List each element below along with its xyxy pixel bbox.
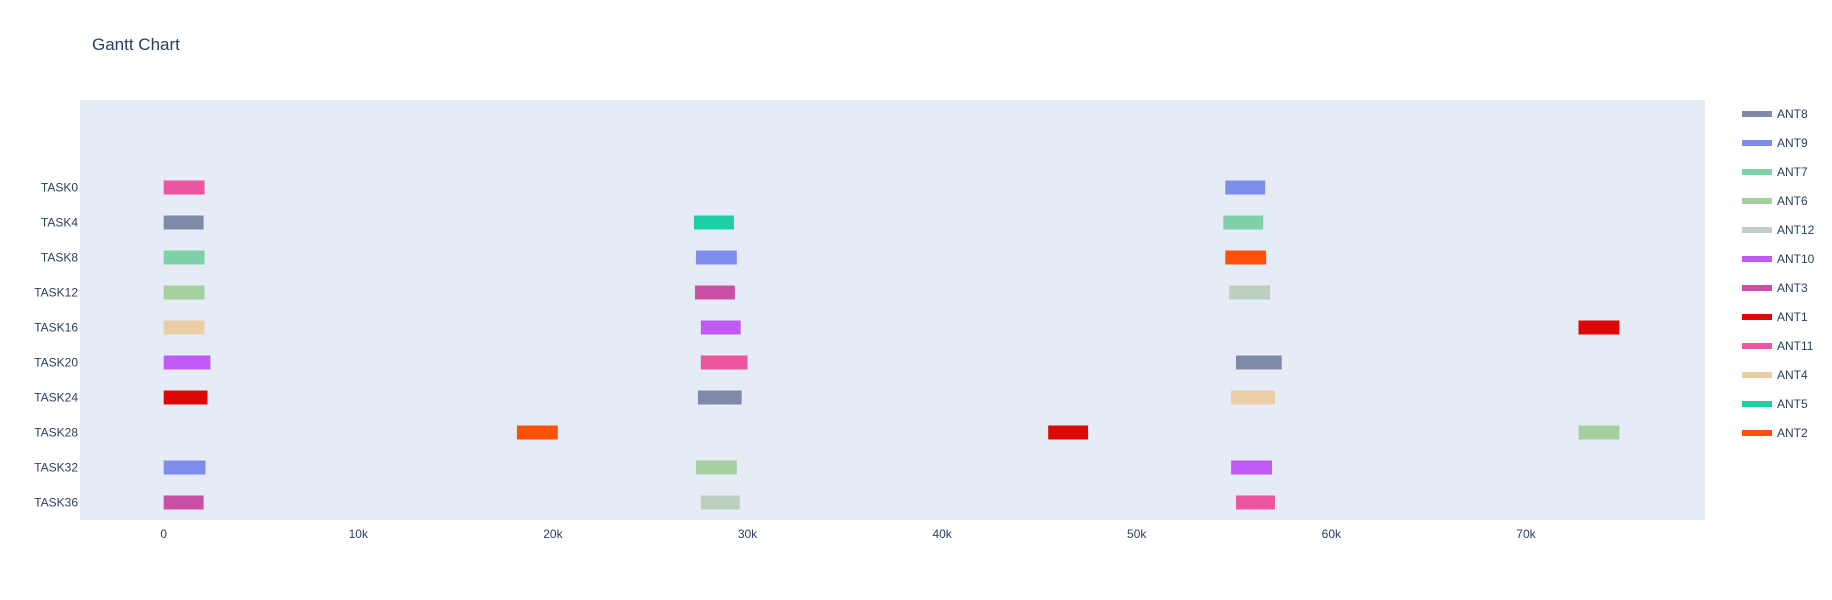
legend-label: ANT3 (1777, 281, 1808, 295)
legend-item-ant5[interactable]: ANT5 (1742, 397, 1808, 411)
legend-label: ANT5 (1777, 397, 1808, 411)
legend: ANT8 ANT9 ANT7 ANT6 ANT12 ANT10 ANT3 ANT1 ANT11 A… (1742, 107, 1815, 440)
legend-swatch (1742, 314, 1772, 320)
gantt-bar-ant9-task0 (1225, 180, 1266, 195)
legend-swatch (1742, 401, 1772, 407)
y-tick-label: TASK4 (41, 216, 78, 230)
x-tick-label: 40k (932, 527, 952, 541)
x-tick-label: 0 (160, 527, 167, 541)
gantt-bar-ant1-task28 (1048, 425, 1089, 440)
gantt-bar-ant7-task8 (163, 250, 205, 265)
legend-item-ant10[interactable]: ANT10 (1742, 252, 1815, 266)
legend-item-ant1[interactable]: ANT1 (1742, 310, 1808, 324)
gantt-bar-ant2-task28 (516, 425, 558, 440)
y-axis-ticks: TASK0 TASK4 TASK8 TASK12 TASK16 TASK20 TASK24 T… (34, 181, 78, 510)
legend-label: ANT11 (1777, 339, 1814, 353)
gantt-bar-ant3-task36 (163, 495, 204, 510)
gantt-bar-ant8-task20 (1235, 355, 1282, 370)
gantt-bar-ant7-task4 (1223, 215, 1264, 230)
gantt-bar-ant10-task20 (163, 355, 211, 370)
y-tick-label: TASK0 (41, 181, 78, 195)
gantt-bars (163, 180, 1620, 510)
gantt-bar-ant2-task8 (1225, 250, 1267, 265)
legend-swatch (1742, 343, 1772, 349)
legend-label: ANT10 (1777, 252, 1815, 266)
y-tick-label: TASK20 (34, 356, 78, 370)
gantt-bar-ant11-task20 (700, 355, 748, 370)
x-axis-ticks: 0 10k 20k 30k 40k 50k 60k 70k (160, 527, 1536, 541)
y-tick-label: TASK28 (34, 426, 78, 440)
x-tick-label: 70k (1516, 527, 1536, 541)
legend-item-ant12[interactable]: ANT12 (1742, 223, 1815, 237)
gantt-bar-ant1-task24 (163, 390, 208, 405)
gantt-bar-ant6-task28 (1578, 425, 1620, 440)
gantt-bar-ant8-task24 (697, 390, 742, 405)
legend-item-ant3[interactable]: ANT3 (1742, 281, 1808, 295)
legend-item-ant11[interactable]: ANT11 (1742, 339, 1814, 353)
legend-item-ant2[interactable]: ANT2 (1742, 426, 1808, 440)
x-tick-label: 20k (543, 527, 563, 541)
legend-swatch (1742, 256, 1772, 262)
legend-item-ant6[interactable]: ANT6 (1742, 194, 1808, 208)
legend-swatch (1742, 198, 1772, 204)
x-tick-label: 60k (1322, 527, 1342, 541)
legend-label: ANT4 (1777, 368, 1808, 382)
legend-swatch (1742, 169, 1772, 175)
legend-label: ANT1 (1777, 310, 1808, 324)
gantt-bar-ant10-task16 (700, 320, 741, 335)
x-tick-label: 50k (1127, 527, 1147, 541)
gantt-bar-ant4-task24 (1231, 390, 1275, 405)
legend-swatch (1742, 285, 1772, 291)
chart-title: Gantt Chart (92, 35, 180, 54)
gantt-bar-ant12-task36 (700, 495, 740, 510)
y-tick-label: TASK12 (34, 286, 78, 300)
gantt-bar-ant9-task32 (163, 460, 206, 475)
legend-item-ant7[interactable]: ANT7 (1742, 165, 1808, 179)
legend-label: ANT6 (1777, 194, 1808, 208)
legend-swatch (1742, 430, 1772, 436)
legend-swatch (1742, 140, 1772, 146)
gantt-bar-ant4-task16 (163, 320, 205, 335)
legend-label: ANT9 (1777, 136, 1808, 150)
gantt-bar-ant11-task0 (163, 180, 205, 195)
y-tick-label: TASK36 (34, 496, 78, 510)
legend-swatch (1742, 111, 1772, 117)
legend-item-ant9[interactable]: ANT9 (1742, 136, 1808, 150)
legend-item-ant8[interactable]: ANT8 (1742, 107, 1808, 121)
y-tick-label: TASK16 (34, 321, 78, 335)
gantt-bar-ant3-task12 (694, 285, 735, 300)
x-tick-label: 10k (349, 527, 369, 541)
gantt-bar-ant1-task16 (1578, 320, 1620, 335)
plot-area (80, 100, 1705, 520)
legend-item-ant4[interactable]: ANT4 (1742, 368, 1808, 382)
gantt-bar-ant10-task32 (1231, 460, 1272, 475)
gantt-bar-ant12-task12 (1229, 285, 1271, 300)
legend-label: ANT8 (1777, 107, 1808, 121)
legend-swatch (1742, 372, 1772, 378)
y-tick-label: TASK8 (41, 251, 78, 265)
legend-swatch (1742, 227, 1772, 233)
y-tick-label: TASK24 (34, 391, 78, 405)
legend-label: ANT2 (1777, 426, 1808, 440)
gantt-bar-ant9-task8 (695, 250, 737, 265)
gantt-bar-ant6-task32 (695, 460, 737, 475)
legend-label: ANT7 (1777, 165, 1808, 179)
legend-label: ANT12 (1777, 223, 1815, 237)
gantt-bar-ant6-task12 (163, 285, 205, 300)
gantt-bar-ant11-task36 (1235, 495, 1275, 510)
gantt-bar-ant5-task4 (693, 215, 734, 230)
y-tick-label: TASK32 (34, 461, 78, 475)
x-tick-label: 30k (738, 527, 758, 541)
gantt-bar-ant8-task4 (163, 215, 204, 230)
